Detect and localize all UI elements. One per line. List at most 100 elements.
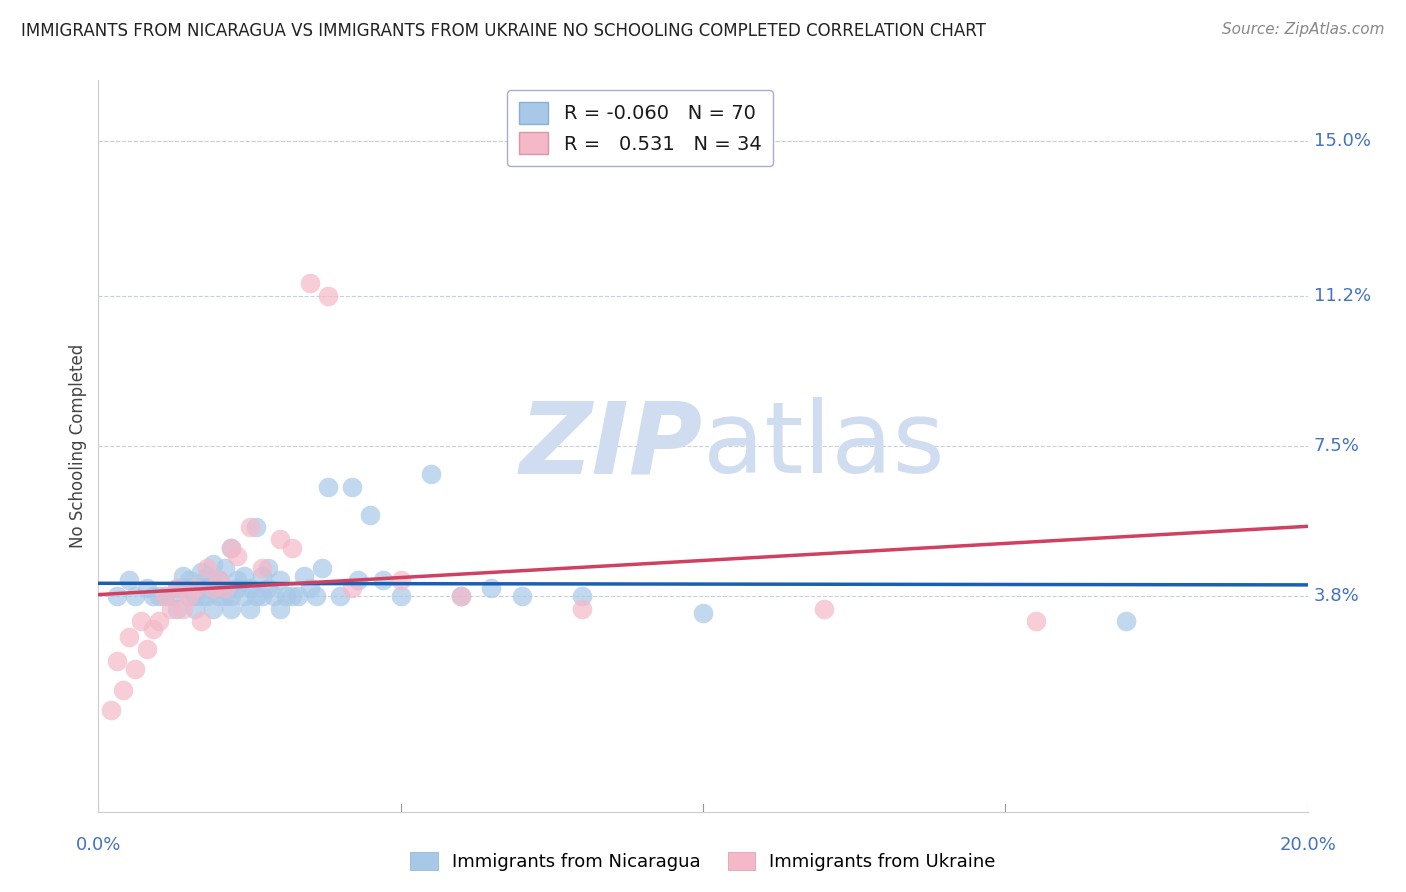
- Point: [316, 288, 339, 302]
- Point: [195, 561, 218, 575]
- Text: ZIP: ZIP: [520, 398, 703, 494]
- Point: [195, 569, 218, 583]
- Point: [195, 590, 218, 604]
- Point: [239, 520, 262, 534]
- Point: [510, 590, 533, 604]
- Point: [347, 573, 370, 587]
- Text: 15.0%: 15.0%: [1313, 132, 1371, 150]
- Point: [226, 549, 249, 563]
- Point: [481, 581, 503, 595]
- Point: [208, 590, 231, 604]
- Point: [269, 601, 291, 615]
- Point: [190, 565, 212, 579]
- Point: [292, 569, 315, 583]
- Point: [190, 614, 212, 628]
- Point: [148, 590, 170, 604]
- Point: [692, 606, 714, 620]
- Point: [100, 703, 122, 717]
- Point: [342, 480, 364, 494]
- Point: [287, 590, 309, 604]
- Point: [316, 480, 339, 494]
- Point: [153, 590, 176, 604]
- Point: [124, 663, 146, 677]
- Point: [221, 541, 243, 555]
- Point: [269, 573, 291, 587]
- Point: [195, 581, 218, 595]
- Point: [250, 590, 273, 604]
- Point: [202, 581, 225, 595]
- Point: [190, 590, 212, 604]
- Legend: Immigrants from Nicaragua, Immigrants from Ukraine: Immigrants from Nicaragua, Immigrants fr…: [404, 845, 1002, 879]
- Point: [239, 581, 262, 595]
- Point: [105, 654, 128, 668]
- Point: [245, 520, 267, 534]
- Point: [172, 581, 194, 595]
- Point: [135, 581, 157, 595]
- Point: [172, 569, 194, 583]
- Point: [371, 573, 394, 587]
- Point: [202, 557, 225, 571]
- Point: [269, 533, 291, 547]
- Point: [214, 561, 236, 575]
- Point: [202, 573, 225, 587]
- Point: [221, 590, 243, 604]
- Point: [571, 590, 593, 604]
- Text: IMMIGRANTS FROM NICARAGUA VS IMMIGRANTS FROM UKRAINE NO SCHOOLING COMPLETED CORR: IMMIGRANTS FROM NICARAGUA VS IMMIGRANTS …: [21, 22, 986, 40]
- Point: [1115, 614, 1137, 628]
- Point: [184, 590, 207, 604]
- Point: [214, 590, 236, 604]
- Y-axis label: No Schooling Completed: No Schooling Completed: [69, 344, 87, 548]
- Text: atlas: atlas: [703, 398, 945, 494]
- Point: [226, 573, 249, 587]
- Point: [1024, 614, 1046, 628]
- Point: [153, 590, 176, 604]
- Point: [342, 581, 364, 595]
- Text: 3.8%: 3.8%: [1313, 587, 1360, 606]
- Point: [420, 467, 443, 482]
- Point: [111, 682, 134, 697]
- Point: [256, 561, 278, 575]
- Point: [105, 590, 128, 604]
- Point: [389, 573, 412, 587]
- Point: [263, 590, 285, 604]
- Text: 11.2%: 11.2%: [1313, 286, 1371, 305]
- Point: [129, 614, 152, 628]
- Point: [360, 508, 382, 522]
- Point: [226, 581, 249, 595]
- Point: [221, 541, 243, 555]
- Point: [232, 569, 254, 583]
- Point: [256, 581, 278, 595]
- Point: [202, 601, 225, 615]
- Point: [299, 581, 322, 595]
- Point: [118, 630, 141, 644]
- Point: [311, 561, 333, 575]
- Point: [208, 573, 231, 587]
- Point: [179, 590, 201, 604]
- Point: [250, 561, 273, 575]
- Point: [450, 590, 472, 604]
- Text: Source: ZipAtlas.com: Source: ZipAtlas.com: [1222, 22, 1385, 37]
- Point: [281, 590, 304, 604]
- Point: [208, 581, 231, 595]
- Point: [239, 601, 262, 615]
- Text: 7.5%: 7.5%: [1313, 437, 1360, 455]
- Point: [118, 573, 141, 587]
- Point: [245, 590, 267, 604]
- Point: [571, 601, 593, 615]
- Point: [389, 590, 412, 604]
- Text: 0.0%: 0.0%: [76, 836, 121, 855]
- Point: [450, 590, 472, 604]
- Point: [142, 590, 165, 604]
- Point: [214, 581, 236, 595]
- Point: [184, 581, 207, 595]
- Point: [274, 590, 297, 604]
- Point: [299, 277, 322, 291]
- Point: [124, 590, 146, 604]
- Point: [179, 590, 201, 604]
- Point: [148, 614, 170, 628]
- Point: [232, 590, 254, 604]
- Legend: R = -0.060   N = 70, R =   0.531   N = 34: R = -0.060 N = 70, R = 0.531 N = 34: [508, 90, 773, 166]
- Point: [329, 590, 352, 604]
- Point: [281, 541, 304, 555]
- Text: 20.0%: 20.0%: [1279, 836, 1336, 855]
